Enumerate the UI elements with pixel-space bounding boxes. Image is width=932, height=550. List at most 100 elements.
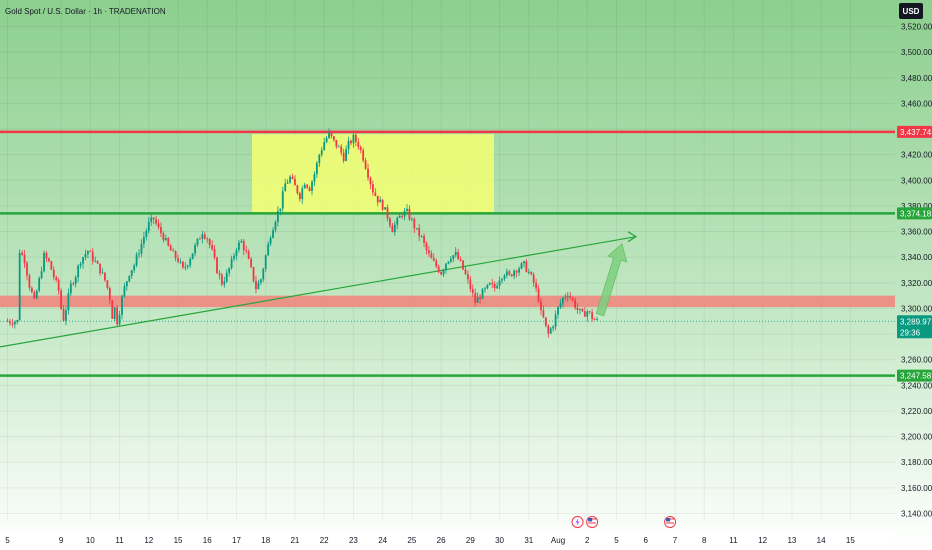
us-flag-icon[interactable] xyxy=(586,516,599,528)
x-tick-label: 11 xyxy=(115,536,124,545)
y-tick-label: 3,140.00 xyxy=(901,510,932,519)
x-tick-label: 2 xyxy=(585,536,590,545)
support-zone xyxy=(0,295,895,308)
candle-body xyxy=(18,252,21,321)
x-tick-label: 7 xyxy=(673,536,678,545)
candle-body xyxy=(369,177,372,185)
candle-body xyxy=(101,272,104,274)
candle-body xyxy=(554,314,557,327)
flag-canton xyxy=(588,518,593,522)
candle-body xyxy=(308,187,311,191)
candle-body xyxy=(357,141,360,147)
candle-body xyxy=(532,274,535,283)
candle-body xyxy=(96,261,99,264)
candle-body xyxy=(315,162,318,175)
x-tick-label: 12 xyxy=(144,536,153,545)
y-tick-label: 3,420.00 xyxy=(901,151,932,160)
candle-body xyxy=(203,234,206,239)
candle-body xyxy=(184,266,187,268)
current-price-label: 3,289.97 xyxy=(900,317,932,326)
candle-body xyxy=(454,252,457,256)
candle-body xyxy=(418,228,421,237)
projection-layer xyxy=(595,243,628,317)
x-tick-label: 5 xyxy=(614,536,619,545)
candle-body xyxy=(128,275,131,282)
candle-body xyxy=(33,292,36,299)
candle-body xyxy=(9,321,11,324)
candle-body xyxy=(220,274,223,285)
y-tick-label: 3,180.00 xyxy=(901,458,932,467)
candle-body xyxy=(186,265,189,267)
candle-body xyxy=(238,242,240,250)
candle-body xyxy=(104,272,106,281)
candle-body xyxy=(116,307,119,325)
candles-layer xyxy=(6,128,598,338)
candle-body xyxy=(423,235,425,243)
current-price-tag xyxy=(897,315,932,339)
candle-body xyxy=(6,321,9,323)
candle-body xyxy=(86,251,89,255)
candle-body xyxy=(26,263,28,276)
x-tick-label: 23 xyxy=(349,536,358,545)
candle-body xyxy=(410,219,413,220)
y-tick-label: 3,380.00 xyxy=(901,202,932,211)
candle-body xyxy=(269,237,272,244)
candle-body xyxy=(574,299,576,308)
candle-body xyxy=(45,252,48,259)
lightning-icon[interactable] xyxy=(571,516,584,528)
candle-body xyxy=(566,296,569,298)
candle-body xyxy=(588,311,591,313)
y-tick-label: 3,260.00 xyxy=(901,356,932,365)
candle-body xyxy=(501,278,503,281)
candle-body xyxy=(393,224,396,233)
candle-body xyxy=(335,139,338,147)
candle-body xyxy=(181,261,184,268)
currency-button[interactable]: USD xyxy=(899,3,923,19)
candle-body xyxy=(82,257,84,264)
level-tag-label: 3,437.74 xyxy=(900,128,932,137)
candle-body xyxy=(430,253,433,259)
candle-body xyxy=(552,326,555,329)
candle-body xyxy=(264,255,267,269)
candle-body xyxy=(60,290,62,309)
candle-body xyxy=(118,314,121,325)
candle-body xyxy=(38,278,41,291)
y-tick-label: 3,200.00 xyxy=(901,433,932,442)
candle-body xyxy=(374,192,377,196)
candle-body xyxy=(311,181,313,191)
candle-body xyxy=(213,249,216,258)
price-tags: 3,437.74 3,374.18 3,247.58 3,289.97 29:36 xyxy=(897,125,932,382)
time-axis[interactable]: 5 9 10 11 12 15 16 17 18 21 22 23 24 25 26 29 30 31 Aug 2 5 6… xyxy=(0,531,895,550)
candle-body xyxy=(21,252,24,255)
flag-canton xyxy=(666,518,671,522)
us-flag-icon[interactable] xyxy=(664,516,677,528)
candle-body xyxy=(262,268,265,280)
candle-body xyxy=(403,210,406,217)
candle-body xyxy=(50,261,53,270)
candle-body xyxy=(267,243,270,256)
events-layer xyxy=(571,516,677,528)
x-tick-label: 15 xyxy=(846,536,855,545)
candle-body xyxy=(130,270,133,276)
candle-body xyxy=(484,288,486,290)
y-tick-label: 3,500.00 xyxy=(901,48,932,57)
candle-body xyxy=(420,235,423,237)
candle-body xyxy=(467,274,469,280)
y-tick-label: 3,160.00 xyxy=(901,484,932,493)
candle-body xyxy=(379,199,382,203)
candle-body xyxy=(160,227,162,234)
candle-body xyxy=(559,303,562,307)
candle-body xyxy=(79,263,82,266)
candle-body xyxy=(476,297,479,303)
candle-body xyxy=(89,251,92,252)
candle-body xyxy=(162,233,165,241)
x-tick-label: 6 xyxy=(644,536,649,545)
candle-body xyxy=(65,310,67,321)
candle-body xyxy=(230,258,233,269)
candle-body xyxy=(389,218,391,226)
candle-body xyxy=(488,283,491,285)
y-tick-label: 3,460.00 xyxy=(901,99,932,108)
x-tick-label: 25 xyxy=(407,536,416,545)
